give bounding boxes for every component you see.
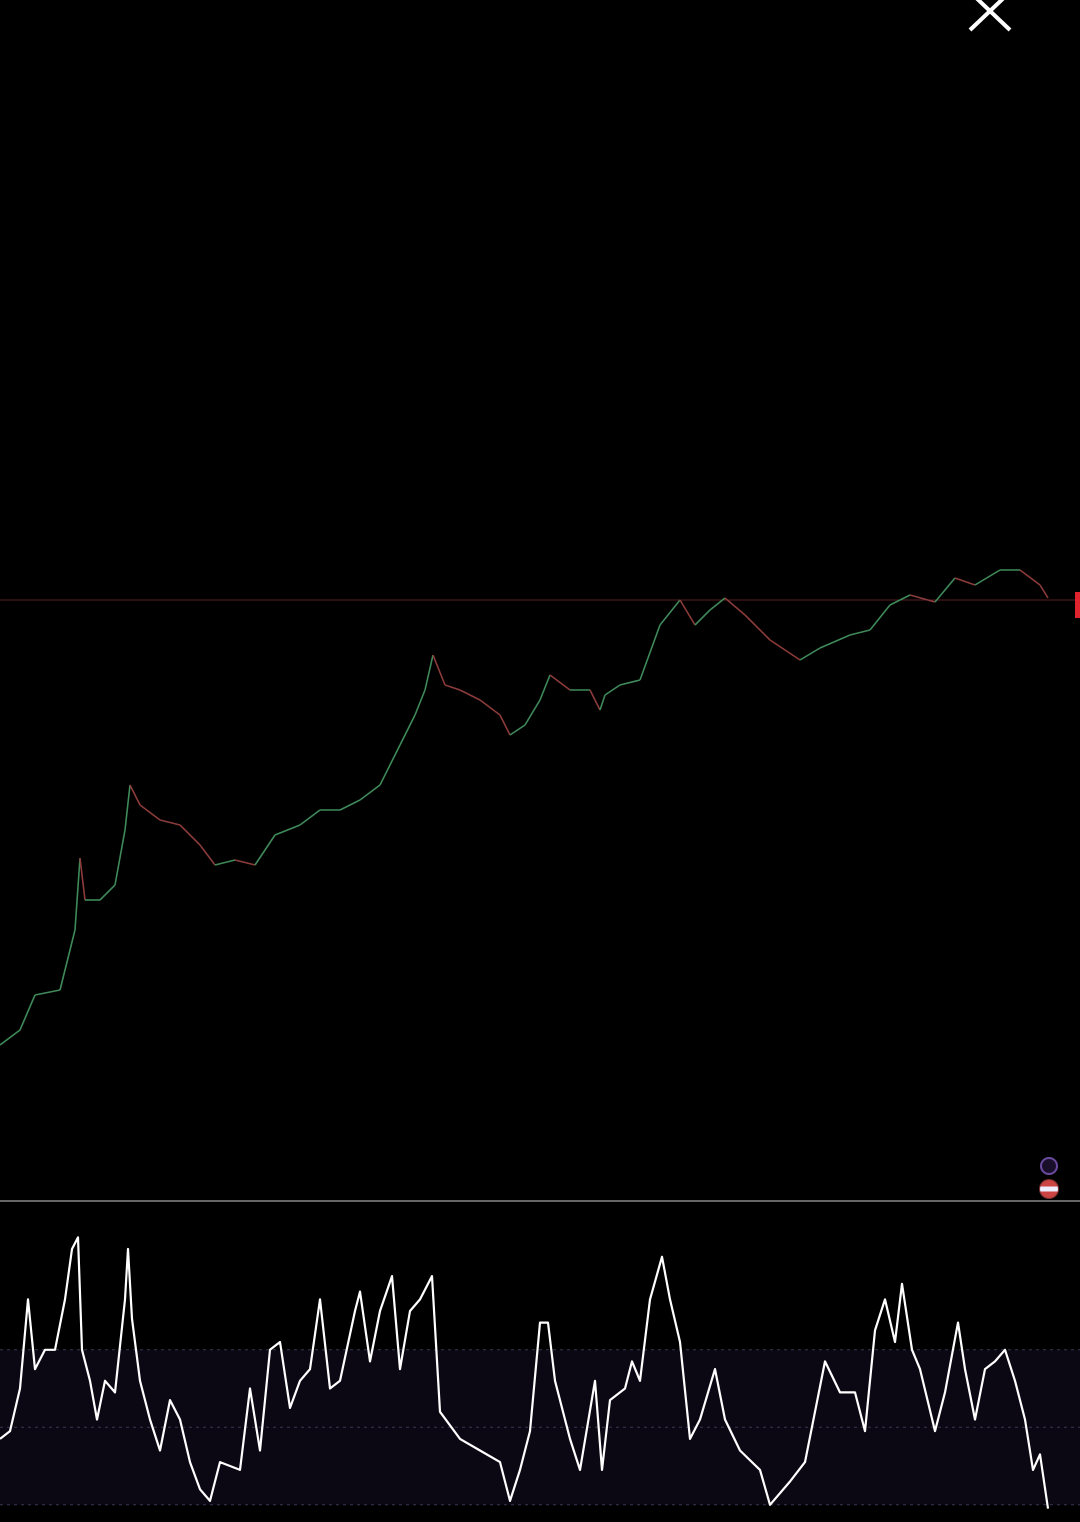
- price-segment: [214, 859, 236, 866]
- price-segment: [0, 1029, 21, 1046]
- price-segment: [954, 577, 976, 586]
- price-segment: [1039, 584, 1049, 599]
- price-segment: [659, 599, 681, 626]
- price-segment: [399, 714, 416, 746]
- price-segment: [159, 819, 181, 826]
- price-segment: [254, 834, 276, 866]
- price-segment: [199, 844, 216, 866]
- price-segment: [549, 674, 571, 691]
- price-segment: [524, 699, 541, 726]
- price-segment: [234, 859, 256, 866]
- price-segment: [679, 599, 696, 626]
- price-segment: [79, 857, 86, 901]
- price-segment: [869, 604, 891, 631]
- close-x-icon[interactable]: [966, 0, 1014, 34]
- price-segment: [639, 624, 661, 681]
- us-flag-icon[interactable]: [1040, 1180, 1058, 1198]
- price-segment: [274, 824, 301, 836]
- price-segment: [604, 684, 621, 696]
- price-segment: [479, 699, 501, 716]
- price-segment: [114, 829, 126, 886]
- price-series: [0, 569, 1049, 1046]
- price-segment: [339, 799, 361, 811]
- price-segment: [509, 724, 526, 736]
- price-segment: [299, 809, 321, 826]
- price-segment: [124, 784, 131, 831]
- price-segment: [499, 714, 511, 736]
- price-segment: [74, 857, 81, 931]
- price-segment: [889, 594, 911, 606]
- oscillator-band: [0, 1349, 1080, 1506]
- price-segment: [432, 654, 446, 686]
- price-segment: [359, 784, 381, 801]
- indicator-icon[interactable]: [1040, 1157, 1058, 1175]
- price-segment: [799, 647, 821, 661]
- price-segment: [444, 684, 461, 691]
- price-segment: [819, 634, 851, 649]
- price-segment: [694, 609, 711, 626]
- price-segment: [59, 929, 76, 991]
- price-segment: [129, 784, 141, 806]
- price-segment: [459, 689, 481, 701]
- price-segment: [769, 639, 801, 661]
- price-segment: [619, 679, 641, 686]
- price-segment: [34, 989, 61, 996]
- price-segment: [849, 629, 871, 636]
- price-segment: [909, 594, 936, 603]
- price-segment: [599, 694, 606, 711]
- price-segment: [724, 597, 746, 616]
- price-segment: [1019, 569, 1041, 586]
- price-segment: [539, 674, 551, 701]
- price-segment: [414, 689, 426, 716]
- price-segment: [709, 597, 726, 611]
- price-segment: [99, 884, 116, 901]
- price-segment: [589, 689, 601, 711]
- price-segment: [139, 804, 161, 821]
- price-segment: [974, 569, 1001, 586]
- oscillator-series-line: [0, 1236, 1050, 1509]
- price-segment: [179, 824, 201, 846]
- price-segment: [379, 744, 401, 786]
- price-segment: [19, 994, 36, 1031]
- price-segment: [424, 654, 434, 691]
- price-segment: [934, 577, 956, 603]
- price-segment: [744, 614, 771, 641]
- current-price-tag: [1075, 592, 1080, 618]
